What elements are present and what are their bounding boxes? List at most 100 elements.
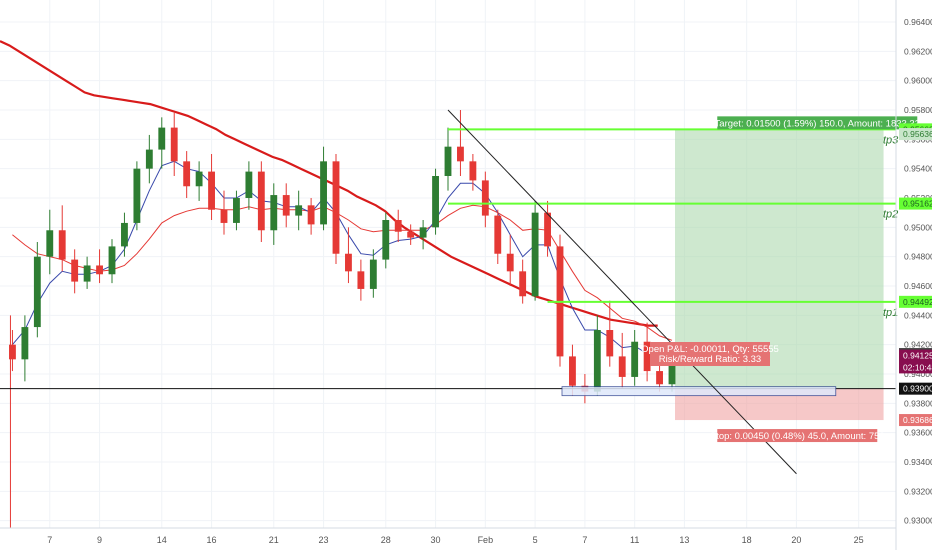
candle-body — [170, 127, 178, 162]
candle — [195, 161, 203, 201]
candle-body — [21, 327, 29, 360]
candle — [419, 220, 427, 250]
candle — [606, 300, 614, 367]
candle-body — [618, 356, 626, 377]
candle-body — [220, 209, 228, 223]
candle — [481, 171, 489, 228]
price-tick-label: 0.94400 — [904, 310, 932, 320]
candle — [444, 127, 452, 191]
candle-body — [282, 195, 290, 216]
price-tick-label: 0.94600 — [904, 281, 932, 291]
price-badge-bg — [899, 349, 932, 362]
time-tick-label: 20 — [791, 535, 801, 545]
price-tick-label: 0.95000 — [904, 222, 932, 232]
candle-body — [58, 230, 66, 260]
price-tick-label: 0.93000 — [904, 516, 932, 526]
target-label: Target: 0.01500 (1.59%) 150.0, Amount: 1… — [715, 118, 920, 129]
candle-body — [183, 161, 191, 187]
stop-label-bg — [717, 429, 878, 443]
candle — [46, 209, 54, 275]
candle-body — [519, 271, 527, 297]
rr-label: Risk/Reward Ratio: 3.33 — [659, 354, 761, 365]
candle — [307, 198, 315, 235]
candle — [96, 249, 103, 284]
candle — [320, 146, 327, 231]
candle-body — [46, 230, 54, 257]
candle-body — [121, 222, 128, 247]
candle — [432, 168, 439, 235]
candle-body — [33, 256, 41, 328]
candle-body — [643, 341, 651, 372]
candle-body — [656, 371, 663, 385]
candle — [233, 190, 240, 231]
time-tick-label: 18 — [742, 535, 752, 545]
candle — [145, 134, 153, 184]
ema-slow-line — [0, 40, 658, 327]
candle-body — [320, 161, 327, 225]
level-badge-bg — [899, 197, 932, 210]
price-tick-label: 0.96000 — [904, 76, 932, 86]
candle-body — [145, 149, 153, 169]
candle — [382, 212, 390, 269]
candle-body — [668, 354, 676, 385]
candle-body — [631, 341, 639, 377]
candle — [133, 161, 141, 231]
candle-body — [295, 205, 303, 216]
candle-body — [233, 198, 240, 223]
candle — [71, 249, 79, 294]
candle — [643, 322, 651, 382]
candle — [332, 154, 340, 264]
price-badge-bg — [899, 414, 932, 427]
candle — [544, 200, 551, 257]
candle — [158, 117, 166, 169]
candle — [394, 209, 402, 242]
time-tick-label: 7 — [582, 535, 587, 545]
price-badge: 0.94125 — [903, 351, 932, 361]
candle-body — [457, 146, 464, 162]
price-tick-label: 0.93800 — [904, 398, 932, 408]
target-label-bg — [717, 116, 918, 130]
candle-body — [481, 180, 489, 216]
candle — [531, 200, 539, 301]
candle — [457, 110, 464, 176]
candle-body — [9, 344, 16, 360]
candle-body — [506, 253, 514, 272]
candle — [183, 151, 191, 198]
candle-body — [369, 259, 377, 289]
candle — [618, 332, 626, 389]
level-badge: 0.94492 — [903, 297, 932, 307]
time-tick-label: 11 — [630, 535, 639, 545]
candle-body — [71, 259, 79, 282]
candle-body — [444, 146, 452, 176]
time-tick-label: 7 — [47, 535, 52, 545]
price-tick-label: 0.94800 — [904, 252, 932, 262]
candle — [208, 154, 215, 220]
candle-body — [357, 271, 365, 289]
candle-body — [257, 171, 265, 231]
time-tick-label: 23 — [319, 535, 329, 545]
price-tick-label: 0.96400 — [904, 17, 932, 27]
support-badge: 0.93900 — [903, 384, 932, 394]
tp-label-tp2: tp2 — [883, 209, 898, 221]
price-badge: 0.95636 — [903, 129, 932, 139]
candle-body — [606, 330, 614, 357]
candle-body — [195, 171, 203, 187]
candle — [506, 234, 514, 286]
candle-body — [382, 220, 390, 260]
time-tick-label: 21 — [269, 535, 279, 545]
time-tick-label: Feb — [478, 535, 494, 545]
candle — [9, 330, 16, 372]
candle — [407, 224, 415, 245]
candle — [220, 190, 228, 235]
candle-body — [83, 265, 91, 282]
candle-body — [407, 231, 415, 238]
price-badge-bg — [899, 361, 932, 374]
candle-body — [544, 212, 551, 247]
price-tick-label: 0.93200 — [904, 486, 932, 496]
candle-body — [245, 171, 253, 198]
tp-label-tp3: tp3 — [883, 134, 899, 146]
candle-body — [270, 195, 278, 231]
price-badge: 0.93686 — [903, 415, 932, 425]
